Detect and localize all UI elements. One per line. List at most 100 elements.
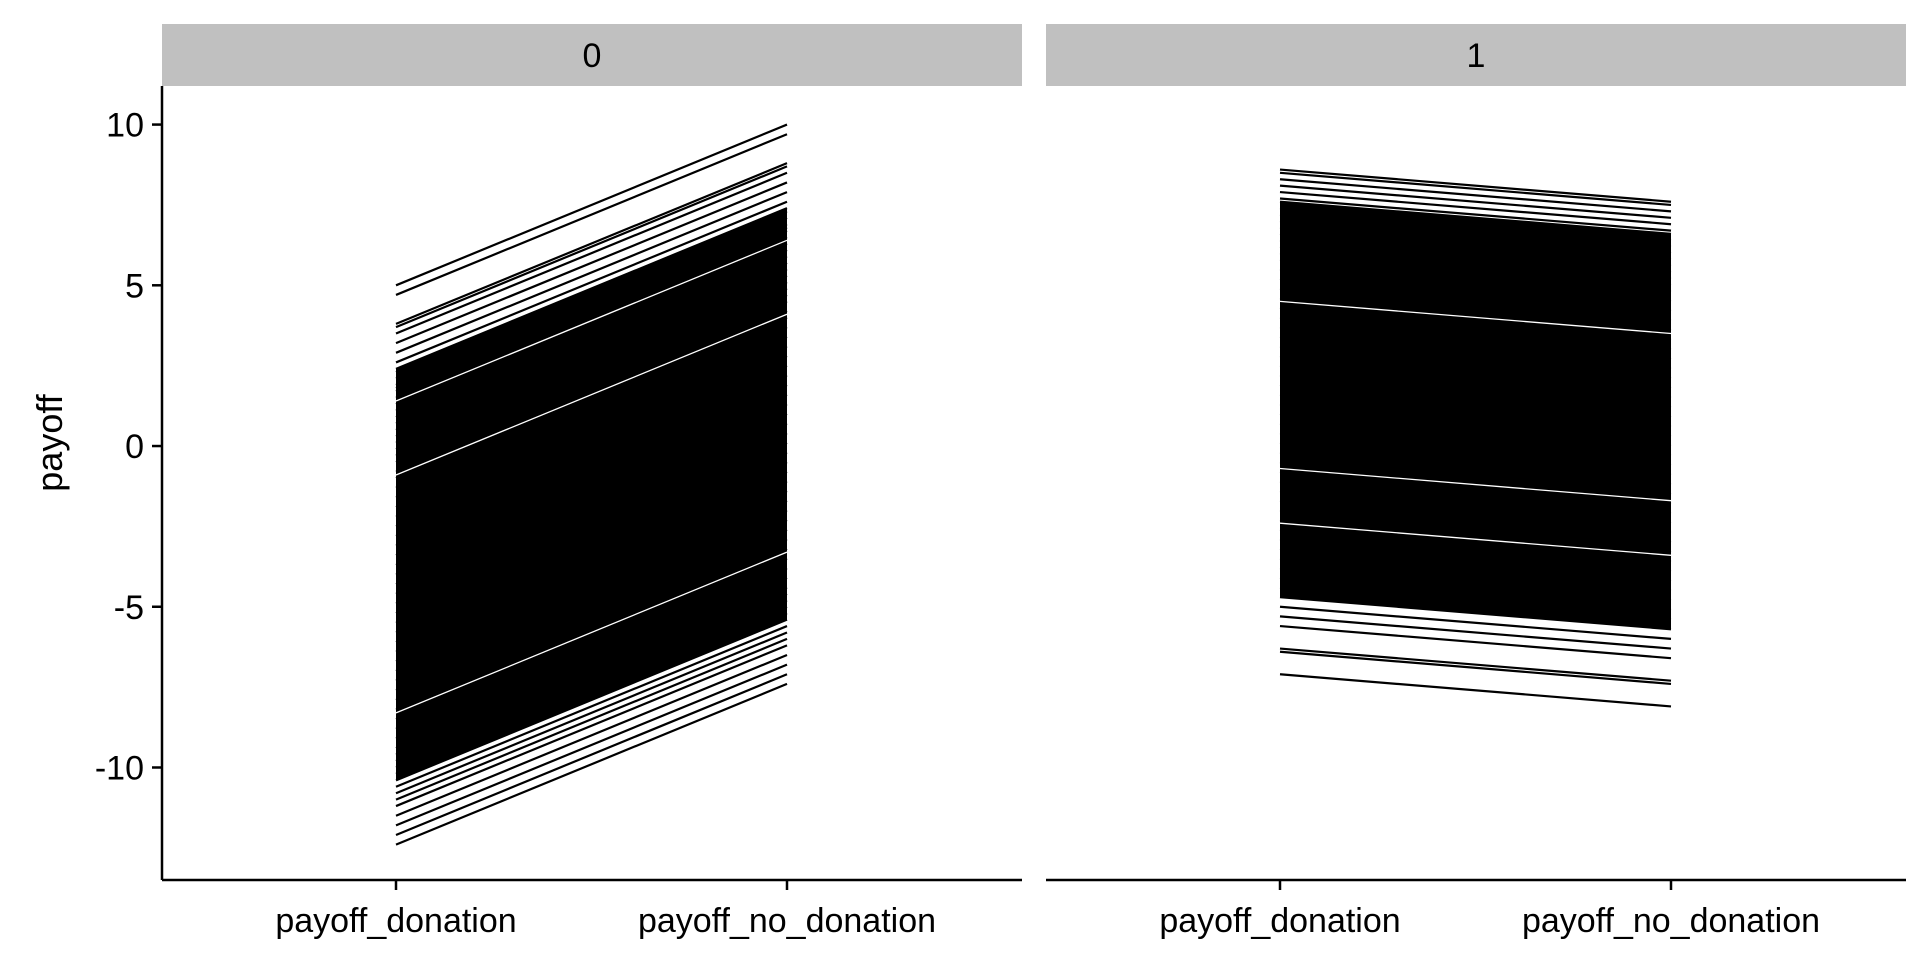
- series-line: [395, 518, 788, 682]
- series-line: [395, 637, 788, 801]
- series-line: [1279, 297, 1672, 332]
- series-line: [1279, 316, 1672, 351]
- series-line: [395, 618, 788, 782]
- series-line: [395, 538, 788, 702]
- series-line: [395, 200, 788, 364]
- series-line: [395, 612, 788, 775]
- series-line: [395, 599, 788, 763]
- series-line-gap: [1279, 467, 1672, 502]
- facet-panel-1: 1 payoff_donation payoff_no_donation: [1046, 24, 1906, 940]
- y-tick-label: 5: [125, 267, 144, 305]
- series-line: [395, 673, 788, 837]
- series-line: [395, 274, 788, 438]
- series-line: [1279, 287, 1672, 322]
- series-line: [1279, 432, 1672, 467]
- series-line: [395, 210, 788, 374]
- series-line: [395, 422, 788, 586]
- series-line: [1279, 422, 1672, 457]
- series-line: [1279, 277, 1672, 313]
- series-line: [395, 480, 788, 644]
- x-tick-label: payoff_no_donation: [638, 902, 936, 940]
- series-line: [1279, 213, 1672, 248]
- series-line: [395, 364, 788, 528]
- series-line: [395, 470, 788, 634]
- series-line: [1279, 232, 1672, 268]
- series-line: [395, 383, 788, 547]
- series-line: [1279, 615, 1672, 650]
- series-line: [395, 287, 788, 451]
- series-line: [395, 592, 788, 756]
- series-line: [395, 181, 788, 345]
- series-line: [1279, 374, 1672, 409]
- x-tick-label: payoff_donation: [1159, 902, 1400, 940]
- series-line: [1279, 528, 1672, 563]
- series-line: [1279, 178, 1672, 213]
- series-line: [1279, 547, 1672, 583]
- y-tick-label: 10: [106, 107, 144, 145]
- series-line: [395, 223, 788, 386]
- series-line: [395, 216, 788, 380]
- series-line: [395, 374, 788, 538]
- series-line: [1279, 239, 1672, 274]
- series-line: [395, 412, 788, 576]
- series-line: [395, 451, 788, 615]
- series-line: [1279, 489, 1672, 525]
- series-line: [395, 310, 788, 473]
- series-line: [395, 345, 788, 509]
- y-axis: 10 5 0 -5 -10: [95, 86, 164, 880]
- series-line: [1279, 518, 1672, 554]
- series-line: [395, 326, 788, 489]
- facet-panels: 0 payoff_donation payoff_no_donation 1 payof…: [162, 24, 1906, 940]
- series-line: [1279, 650, 1672, 686]
- series-line: [395, 293, 788, 457]
- series-line: [395, 653, 788, 817]
- series-line: [395, 403, 788, 566]
- series-line: [395, 509, 788, 673]
- facet-strip: [162, 24, 1022, 86]
- series-line: [1279, 219, 1672, 255]
- series-line: [1279, 461, 1672, 496]
- series-line: [395, 490, 788, 653]
- series-line: [1279, 200, 1672, 235]
- y-tick-label: -5: [114, 589, 144, 627]
- series-line: [395, 393, 788, 557]
- series-line: [1279, 354, 1672, 390]
- y-axis-title: payoff: [29, 393, 70, 491]
- series-line: [1279, 576, 1672, 612]
- y-tick-label: 0: [125, 428, 144, 466]
- y-tick-label: -10: [95, 749, 144, 787]
- series-line: [1279, 335, 1672, 370]
- facet-strip-label: 1: [1467, 37, 1486, 75]
- facet-strip: [1046, 24, 1906, 86]
- series-line: [1279, 605, 1672, 641]
- series-line: [395, 191, 788, 354]
- series-line: [1279, 226, 1672, 261]
- series-line: [1279, 403, 1672, 438]
- series-line: [395, 281, 788, 444]
- series-line: [395, 242, 788, 406]
- series-line: [395, 316, 788, 480]
- facet-panel-0: 0 payoff_donation payoff_no_donation: [162, 24, 1022, 940]
- series-line: [395, 133, 788, 296]
- series-line: [395, 461, 788, 624]
- series-line: [395, 605, 788, 769]
- series-line: [395, 547, 788, 711]
- facet-strip-label: 0: [583, 37, 602, 75]
- series-line: [395, 268, 788, 431]
- series-line: [395, 248, 788, 412]
- series-line: [395, 335, 788, 499]
- series-line: [1279, 499, 1672, 534]
- series-line: [1279, 306, 1672, 342]
- series-line: [1279, 252, 1672, 287]
- series-line: [1279, 412, 1672, 448]
- series-line: [1279, 345, 1672, 380]
- series-line: [395, 255, 788, 419]
- series-line: [395, 162, 788, 325]
- series-line: [395, 123, 788, 287]
- series-line: [1279, 509, 1672, 544]
- series-line: [1279, 325, 1672, 361]
- series-line-gap: [395, 551, 788, 714]
- series-line: [1279, 451, 1672, 486]
- series-line: [395, 663, 788, 827]
